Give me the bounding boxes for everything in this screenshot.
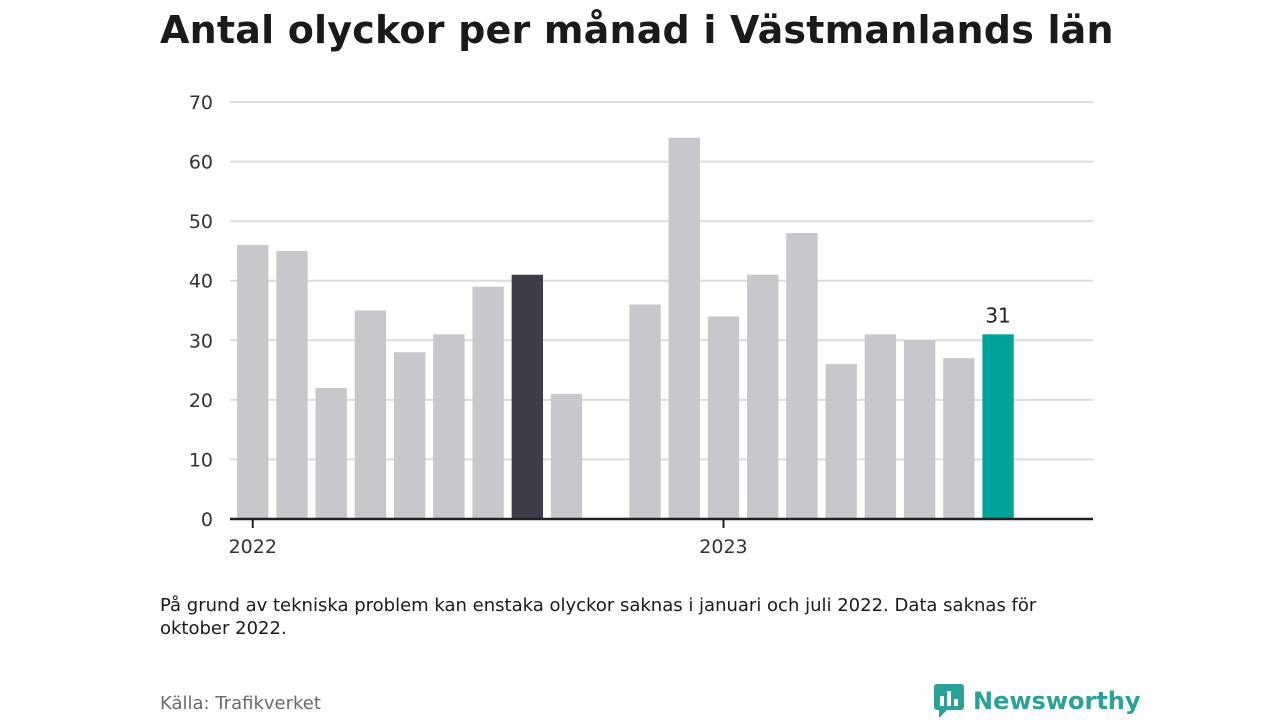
bar (668, 137, 700, 519)
bar (629, 304, 661, 519)
bar (511, 274, 544, 519)
brand-logo[interactable]: Newsworthy (933, 683, 1141, 719)
bar (472, 286, 504, 519)
bar (903, 340, 936, 519)
bar (864, 334, 897, 519)
bar (825, 364, 857, 519)
bar (237, 244, 269, 519)
y-tick-label: 20 (189, 390, 213, 412)
chart-note: På grund av tekniska problem kan enstaka… (160, 595, 1037, 639)
bar (393, 352, 426, 519)
brand-name: Newsworthy (973, 687, 1141, 715)
source-label: Källa: Trafikverket (160, 693, 321, 714)
bar (786, 233, 818, 520)
y-tick-label: 10 (189, 449, 213, 471)
x-tick-label: 2022 (229, 536, 277, 558)
x-tick-label: 2023 (699, 536, 747, 558)
bar (943, 358, 975, 519)
bar (433, 334, 465, 519)
bar (550, 393, 583, 519)
bar (276, 250, 308, 519)
bar-data-label: 31 (985, 303, 1010, 327)
newsworthy-logo-icon (934, 684, 964, 718)
bar-chart: 0 10 20 30 40 50 60 70 31 2022 2023 (189, 92, 1093, 558)
bar (707, 316, 740, 519)
y-tick-label: 30 (189, 330, 213, 352)
bar (354, 310, 387, 519)
bar (747, 274, 779, 519)
y-tick-label: 0 (201, 509, 213, 531)
y-tick-label: 60 (189, 152, 213, 174)
y-tick-label: 50 (189, 211, 213, 233)
y-tick-label: 70 (189, 92, 213, 114)
y-tick-label: 40 (189, 271, 213, 293)
bar (315, 387, 347, 519)
bar (982, 334, 1014, 519)
chart-title: Antal olyckor per månad i Västmanlands l… (160, 8, 1114, 52)
